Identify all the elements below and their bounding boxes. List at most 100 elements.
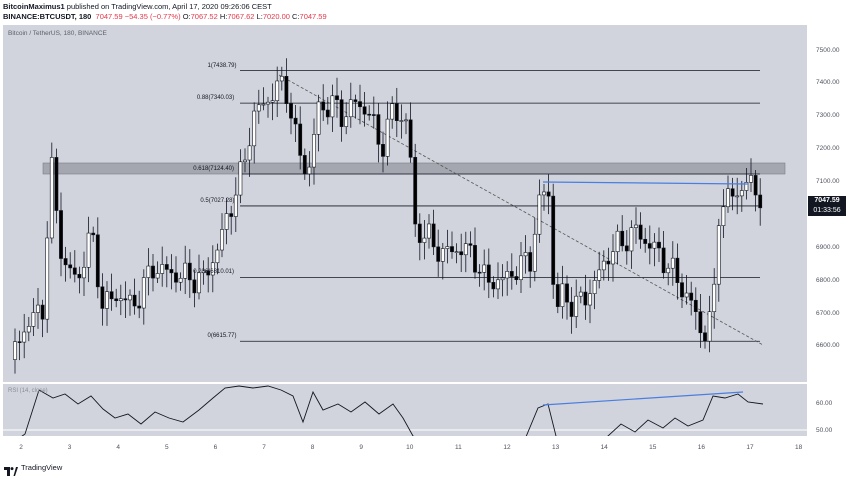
candle-body	[417, 223, 422, 243]
author-name[interactable]: BitcoinMaximus1	[3, 2, 65, 11]
fib-label-1: 0.88(7340.03)	[196, 95, 235, 102]
candle	[730, 177, 735, 211]
candle-body	[26, 326, 31, 333]
candle	[141, 269, 146, 325]
bar-countdown: 01:33:56	[808, 206, 846, 216]
candle	[601, 250, 606, 281]
rsi-tick-60: 60.00	[816, 400, 833, 407]
candle-body	[638, 224, 643, 240]
candle-body	[574, 295, 579, 317]
candle-body	[514, 276, 519, 281]
candle	[243, 148, 247, 173]
candle	[233, 177, 238, 232]
candle	[519, 242, 523, 294]
candle-body	[560, 283, 565, 307]
candle	[680, 273, 684, 308]
candle-body	[192, 279, 197, 294]
price-axis[interactable]	[808, 25, 850, 436]
price-chart-canvas[interactable]	[3, 25, 807, 382]
candle	[289, 92, 293, 135]
candle	[192, 269, 197, 308]
candle-body	[408, 119, 413, 158]
price-tick: 6700.00	[816, 309, 840, 317]
candle-body	[330, 95, 335, 118]
candle	[491, 276, 496, 298]
candle	[279, 66, 284, 91]
indicator-canvas[interactable]	[3, 384, 807, 436]
candle	[569, 287, 574, 334]
candle	[413, 143, 418, 237]
candle	[137, 290, 142, 319]
candle-body	[385, 118, 390, 157]
candle-body	[509, 271, 514, 277]
candle	[252, 102, 257, 164]
candle	[49, 142, 54, 244]
publish-line: BitcoinMaximus1 published on TradingView…	[3, 1, 272, 12]
candle	[362, 92, 367, 127]
time-axis[interactable]	[3, 437, 807, 455]
candle	[652, 233, 657, 267]
candle	[132, 278, 137, 315]
price-tick: 6600.00	[816, 342, 840, 350]
time-tick: 18	[794, 444, 803, 451]
brand-name: TradingView	[21, 462, 63, 472]
candle	[68, 252, 73, 279]
candle-body	[86, 232, 91, 268]
candle	[431, 209, 436, 255]
candle-body	[174, 272, 178, 283]
candle-body	[749, 175, 753, 183]
candle	[693, 287, 698, 330]
candle	[643, 227, 648, 253]
candle	[229, 205, 234, 235]
candle	[109, 273, 114, 311]
candle-body	[537, 194, 542, 235]
low-label: L:	[254, 12, 263, 21]
candle	[275, 66, 280, 117]
candle-body	[482, 264, 487, 273]
candle	[703, 325, 707, 349]
candle	[376, 103, 381, 163]
candle-body	[390, 103, 395, 120]
candle-body	[220, 229, 224, 251]
candle	[210, 245, 215, 293]
candle-body	[266, 101, 270, 105]
candle	[578, 286, 583, 304]
candle	[560, 265, 565, 319]
candle	[371, 96, 376, 129]
price-chart-panel[interactable]	[3, 25, 807, 382]
candle-body	[362, 106, 367, 115]
candle-body	[601, 260, 606, 271]
candle	[206, 257, 211, 293]
candle	[270, 83, 275, 121]
candle	[647, 225, 652, 265]
candle	[40, 299, 45, 338]
candle-body	[496, 279, 500, 290]
candle-body	[353, 99, 358, 102]
candle	[114, 288, 119, 308]
candle	[486, 248, 491, 299]
candle-body	[40, 304, 45, 320]
candle-body	[261, 103, 266, 106]
candle-body	[592, 280, 597, 294]
candle-body	[45, 237, 50, 320]
candle-body	[123, 298, 128, 301]
candle-body	[739, 190, 744, 197]
candle-body	[546, 191, 551, 197]
candle-body	[422, 237, 427, 243]
candle	[454, 243, 459, 264]
candle	[726, 175, 730, 213]
candle-body	[611, 251, 615, 265]
change-value: 7047.59 −54.35 (−0.77%)	[95, 12, 181, 21]
candle-body	[486, 264, 491, 283]
tradingview-logo[interactable]: TradingView	[4, 461, 63, 476]
candle-body	[325, 109, 330, 118]
candle-body	[316, 101, 321, 135]
candle	[739, 180, 744, 212]
candle-body	[376, 114, 381, 145]
candle-body	[252, 110, 257, 147]
candle	[399, 104, 404, 139]
candle	[220, 213, 224, 258]
indicator-panel[interactable]	[3, 384, 807, 436]
open-value: 7067.52	[190, 12, 218, 21]
candle-body	[160, 264, 165, 274]
